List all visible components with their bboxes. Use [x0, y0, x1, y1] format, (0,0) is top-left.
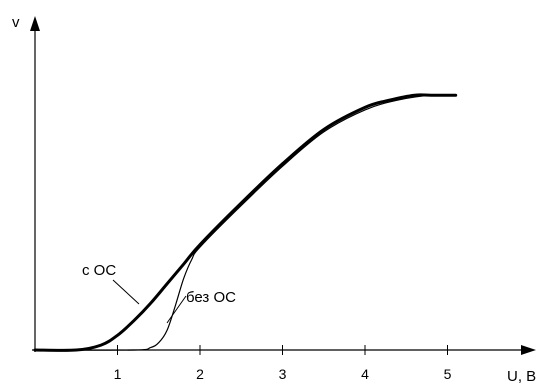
x-axis-label: U, В	[507, 368, 536, 385]
x-tick-label-2: 2	[196, 366, 204, 382]
series-line-without-feedback	[34, 94, 457, 351]
x-tick-label-4: 4	[361, 366, 369, 382]
x-tick-label-5: 5	[444, 366, 452, 382]
curves	[33, 93, 458, 352]
x-tick-label-1: 1	[114, 366, 122, 382]
series-line-with-feedback	[33, 93, 458, 352]
label-with-feedback: с ОС	[82, 262, 116, 279]
label-without-feedback: без ОС	[186, 289, 236, 306]
y-axis-label: v	[12, 14, 20, 31]
curve-labels: с ОС без ОС	[82, 262, 236, 324]
y-axis-arrow	[30, 16, 40, 31]
y-axis	[30, 16, 40, 352]
x-axis-arrow	[521, 345, 536, 355]
x-ticks: 1 2 3 4 5	[114, 345, 452, 382]
x-tick-label-3: 3	[279, 366, 287, 382]
label-without-feedback-leader	[166, 295, 187, 324]
label-with-feedback-leader	[112, 279, 140, 305]
